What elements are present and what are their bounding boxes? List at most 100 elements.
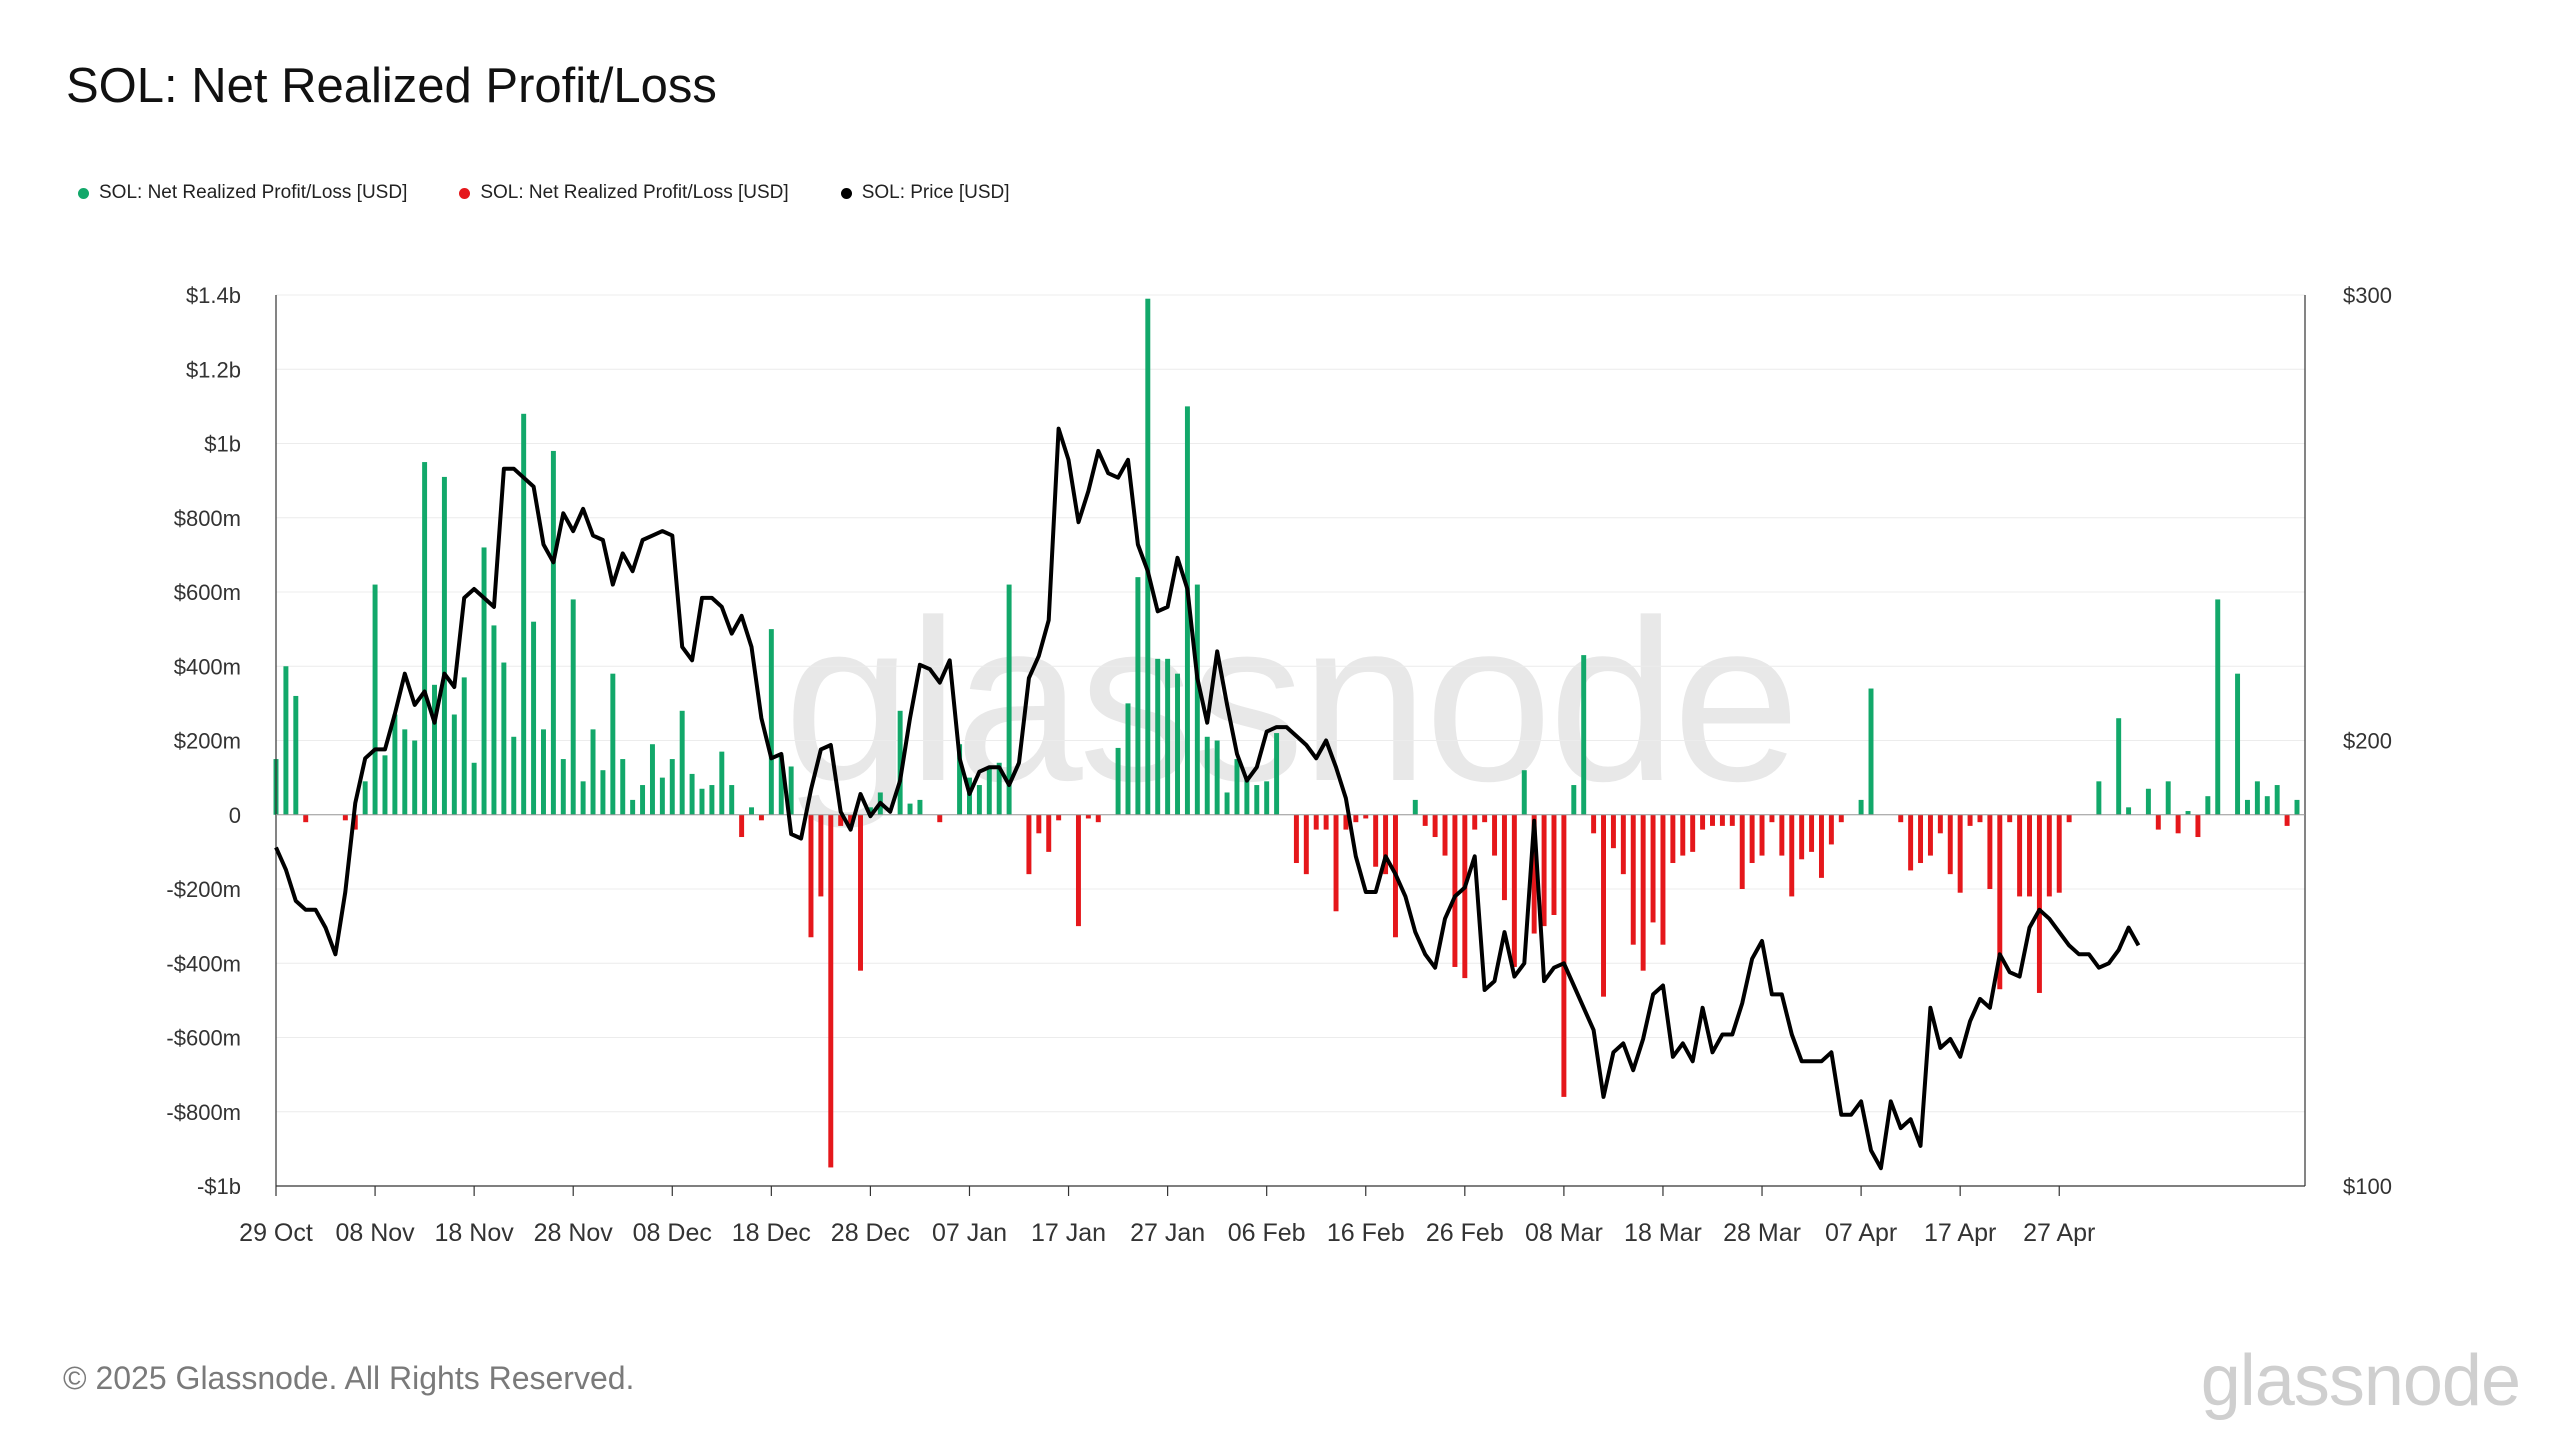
x-tick-label: 29 Oct [239,1219,313,1247]
x-tick-label: 18 Nov [435,1219,515,1247]
profit-bar [669,759,675,815]
profit-bar [719,751,725,815]
profit-bar [1214,740,1220,815]
profit-bar [1274,733,1280,815]
y-left-tick-label: -$600m [166,1026,241,1051]
chart-title: SOL: Net Realized Profit/Loss [66,59,717,113]
legend-item-profit[interactable]: SOL: Net Realized Profit/Loss [USD] [78,182,407,204]
loss-bar [1610,814,1616,849]
profit-bar [511,736,517,815]
loss-bar [1482,814,1488,823]
y-left-tick-label: $400m [174,654,241,679]
legend-item-price[interactable]: SOL: Price [USD] [840,182,1010,204]
loss-bar [1323,814,1329,830]
x-tick-label: 08 Dec [633,1219,712,1247]
price-line [274,426,2141,1171]
profit-bar [501,662,507,815]
loss-bar [818,814,824,897]
y-left-tick-label: -$400m [166,951,241,976]
profit-bar [2274,785,2280,815]
profit-bar [531,621,537,815]
y-left-tick-label: $200m [174,729,241,754]
profit-bar [986,766,992,815]
loss-bar [1918,814,1924,864]
profit-bar [689,773,695,815]
profit-bar [2126,807,2132,815]
loss-bar [1739,814,1745,889]
y-left-tick-label: $1b [204,432,241,457]
loss-bar [1422,814,1428,826]
profit-bar [471,762,477,815]
profit-bar [521,413,527,815]
profit-bar [2264,796,2270,815]
profit-bar [1412,799,1418,815]
y-right-tick-label: $200 [2343,729,2392,754]
profit-bar [1006,584,1012,815]
x-tick-label: 18 Mar [1624,1219,1702,1247]
profit-bar [967,777,972,815]
loss-bar [1095,814,1101,823]
profit-bar [1155,658,1161,815]
profit-bar [412,740,418,815]
profit-bar [630,799,636,815]
profit-bar [659,777,665,815]
loss-bar [1719,814,1725,826]
profit-bar [1115,747,1121,815]
loss-bar [1036,814,1042,834]
loss-bar [1937,814,1943,834]
loss-bar [1432,814,1438,838]
profit-bar [570,599,576,815]
legend-item-loss[interactable]: SOL: Net Realized Profit/Loss [USD] [459,182,789,204]
x-tick-label: 28 Mar [1723,1219,1801,1247]
profit-bar [1184,406,1190,815]
loss-bar [1967,814,1973,826]
profit-bar [1204,736,1210,815]
legend-dot-red-icon [459,187,471,199]
loss-bar [1561,814,1567,1097]
y-left-tick-label: -$1b [197,1174,241,1199]
bars [273,298,2300,1168]
loss-bar [2046,814,2052,897]
legend-label-loss: SOL: Net Realized Profit/Loss [USD] [480,182,789,203]
loss-bar [1828,814,1834,845]
loss-bar [1472,814,1478,830]
loss-bar [1710,814,1715,826]
y-right-tick-label: $100 [2343,1174,2392,1199]
footer-copyright: © 2025 Glassnode. All Rights Reserved. [63,1360,635,1396]
profit-bar [402,729,408,815]
profit-bar [1234,759,1240,815]
x-tick-label: 27 Apr [2023,1219,2095,1247]
loss-bar [1759,814,1765,856]
profit-bar [1135,577,1141,815]
loss-bar [1462,814,1468,979]
loss-bar [1551,814,1557,915]
profit-bar [749,807,755,815]
loss-bar [1660,814,1666,945]
loss-bar [838,814,844,826]
loss-bar [1293,814,1299,864]
profit-bar [1244,777,1250,815]
loss-bar [1630,814,1636,945]
profit-bar [382,755,388,815]
profit-bar [640,785,646,815]
profit-bar [957,744,963,815]
x-tick-label: 28 Dec [831,1219,910,1247]
loss-bar [2007,814,2013,823]
loss-bar [1898,814,1904,823]
y-left-tick-label: -$200m [166,877,241,902]
profit-bar [491,625,497,815]
legend-dot-black-icon [840,187,852,199]
loss-bar [1749,814,1755,864]
profit-bar [481,547,487,815]
loss-bar [1591,814,1597,834]
price-series-line [274,426,2141,1171]
loss-bar [1333,814,1339,912]
axes: -$1b -$800m -$600m -$400m -$200m 0 $200m $400m $… [166,283,2392,1247]
profit-bar [679,710,685,815]
x-tick-label: 08 Mar [1525,1219,1603,1247]
loss-bar [1303,814,1309,875]
profit-bar [867,807,873,815]
y-left-tick-label: -$800m [166,1100,241,1125]
y-left-tick-label: $600m [174,580,241,605]
loss-bar [1927,814,1933,856]
